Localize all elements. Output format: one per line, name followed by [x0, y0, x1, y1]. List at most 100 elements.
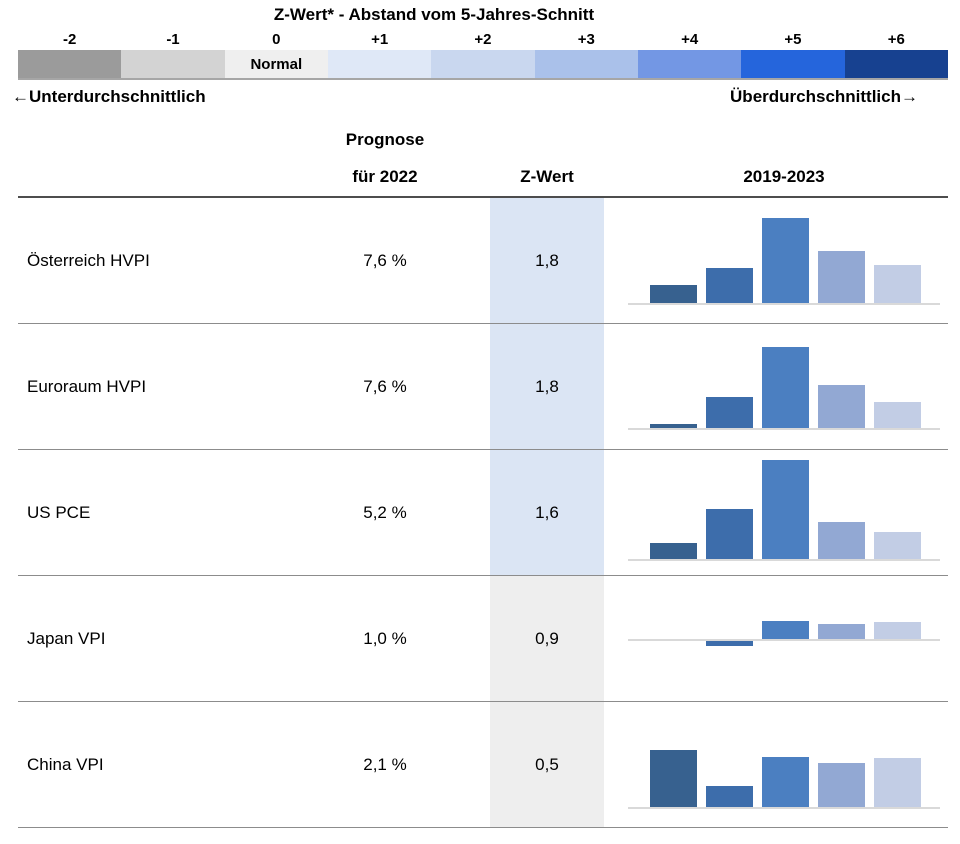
- mini-bar-2020: [706, 786, 753, 807]
- scale-tick-+3: +3: [577, 31, 595, 48]
- scale-segment-+6: [844, 50, 948, 78]
- mini-bar-2022: [818, 763, 865, 807]
- header-years: 2019-2023: [743, 167, 825, 186]
- mini-bar-2019: [650, 424, 697, 428]
- header-prognose-line2: für 2022: [352, 167, 418, 186]
- mini-chart-us-pce: [628, 450, 940, 575]
- mini-bar-2023: [874, 265, 921, 303]
- mini-bar-2021: [762, 757, 809, 807]
- row-japan-vpi: Japan VPI 1,0 % 0,9: [18, 576, 948, 702]
- spacer: [604, 450, 628, 575]
- row-euroraum-hvpi: Euroraum HVPI 7,6 % 1,8: [18, 324, 948, 450]
- spacer: [604, 198, 628, 323]
- mini-bar-chart: [628, 324, 940, 449]
- chart-baseline: [628, 807, 940, 809]
- row-label: Euroraum HVPI: [27, 376, 147, 396]
- mini-chart-japan: [628, 576, 940, 701]
- scale-tick-+6: +6: [887, 31, 905, 48]
- spacer: [450, 576, 490, 701]
- row-us-pce: US PCE 5,2 % 1,6: [18, 450, 948, 576]
- mini-chart-china: [628, 702, 940, 827]
- scale-segment-+1: [327, 50, 432, 78]
- mini-bar-2021: [762, 460, 809, 559]
- header-prognose: Prognose für 2022: [320, 130, 450, 196]
- zscore-value: 0,9: [490, 576, 604, 701]
- below-average-label: ←Unterdurchschnittlich: [12, 87, 206, 106]
- forecast-value: 7,6 %: [363, 250, 407, 270]
- row-label: Japan VPI: [27, 628, 106, 648]
- row-label: China VPI: [27, 754, 104, 774]
- mini-bar-2019: [650, 750, 697, 807]
- spacer: [450, 450, 490, 575]
- inflation-table: Prognose für 2022 Z-Wert 2019-2023 Öster…: [18, 119, 948, 828]
- scale-tick--2: -2: [62, 31, 77, 48]
- scale-tick-+5: +5: [784, 31, 802, 48]
- scale-segment--1: [121, 50, 225, 78]
- mini-chart-oesterreich: [628, 198, 940, 323]
- spacer: [450, 702, 490, 827]
- header-prognose-line1: Prognose: [345, 130, 425, 149]
- scale-segment-0: Normal: [224, 50, 328, 78]
- mini-bar-2022: [818, 522, 865, 559]
- mini-bar-2019: [650, 285, 697, 303]
- scale-tick-+2: +2: [474, 31, 492, 48]
- row-label: US PCE: [27, 502, 91, 522]
- mini-bar-2021: [762, 621, 809, 639]
- mini-chart-euroraum: [628, 324, 940, 449]
- spacer: [604, 576, 628, 701]
- header-zwert: Z-Wert: [520, 167, 574, 186]
- zscore-value: 0,5: [490, 702, 604, 827]
- legend-tick-row: -2 -1 0 +1 +2 +3 +4 +5 +6: [18, 31, 948, 48]
- legend-color-scale: Normal: [18, 50, 948, 80]
- mini-bar-2020: [706, 268, 753, 303]
- mini-bar-2020: [706, 641, 753, 646]
- scale-segment-+3: [534, 50, 638, 78]
- scale-tick-+1: +1: [371, 31, 389, 48]
- header-spacer-1: [450, 187, 490, 196]
- forecast-value: 2,1 %: [363, 754, 407, 774]
- mini-bar-2022: [818, 624, 865, 639]
- scale-segment--2: [18, 50, 122, 78]
- row-label: Österreich HVPI: [27, 250, 150, 270]
- mini-bar-2019: [650, 543, 697, 559]
- chart-baseline: [628, 428, 940, 430]
- mini-bar-2020: [706, 509, 753, 559]
- mini-bar-2023: [874, 402, 921, 428]
- mini-bar-2023: [874, 532, 921, 559]
- mini-bar-2022: [818, 251, 865, 303]
- mini-bar-2022: [818, 385, 865, 428]
- forecast-value: 7,6 %: [363, 376, 407, 396]
- scale-segment-+5: [741, 50, 845, 78]
- mini-bar-2023: [874, 758, 921, 807]
- mini-bar-chart: [628, 450, 940, 575]
- spacer: [450, 198, 490, 323]
- spacer: [604, 702, 628, 827]
- above-average-label: Überdurchschnittlich→: [730, 87, 918, 106]
- table-header-row: Prognose für 2022 Z-Wert 2019-2023: [18, 119, 948, 198]
- mini-bar-2020: [706, 397, 753, 428]
- chart-baseline: [628, 559, 940, 561]
- scale-tick-0: 0: [272, 31, 281, 48]
- scale-tick--1: -1: [166, 31, 180, 48]
- chart-baseline: [628, 639, 940, 641]
- mini-bar-chart: [628, 198, 940, 323]
- header-spacer-2: [604, 187, 628, 196]
- scale-segment-+4: [637, 50, 742, 78]
- mini-bar-2021: [762, 218, 809, 303]
- forecast-value: 5,2 %: [363, 502, 407, 522]
- mini-bar-2023: [874, 622, 921, 639]
- legend-arrow-row: ←Unterdurchschnittlich Überdurchschnittl…: [0, 80, 960, 107]
- zscore-value: 1,6: [490, 450, 604, 575]
- scale-tick-+4: +4: [681, 31, 699, 48]
- scale-segment-+2: [431, 50, 535, 78]
- spacer: [604, 324, 628, 449]
- mini-bar-2021: [762, 347, 809, 428]
- row-oesterreich-hvpi: Österreich HVPI 7,6 % 1,8: [18, 198, 948, 324]
- spacer: [450, 324, 490, 449]
- row-china-vpi: China VPI 2,1 % 0,5: [18, 702, 948, 828]
- zscore-value: 1,8: [490, 324, 604, 449]
- chart-baseline: [628, 303, 940, 305]
- legend-title: Z-Wert* - Abstand vom 5-Jahres-Schnitt: [273, 5, 595, 24]
- z-score-legend: Z-Wert* - Abstand vom 5-Jahres-Schnitt -…: [0, 0, 960, 107]
- mini-bar-chart: [628, 702, 940, 827]
